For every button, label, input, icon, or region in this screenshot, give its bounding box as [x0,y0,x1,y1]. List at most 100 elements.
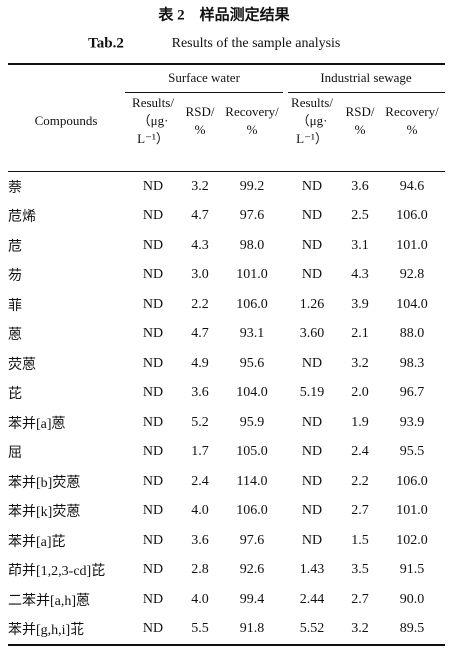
cell: 1.26 [299,296,325,312]
cell: 91.8 [239,621,265,637]
cell: 90.0 [399,591,425,607]
cell: ND [142,208,164,224]
compound-name: 蒽 [8,328,22,344]
compound-name: 苯并[k]荧蒽 [8,505,81,521]
cell: 1.7 [191,444,209,460]
cell: 3.6 [351,179,369,194]
table-subtitle: Results of the sample analysis [171,36,341,51]
column-header: L⁻¹） [137,131,169,146]
cell: 2.1 [351,326,369,342]
cell: ND [142,562,164,578]
cell: ND [142,414,164,430]
cell: 104.0 [236,385,268,401]
cell: 2.7 [351,503,369,519]
cell: 4.3 [351,267,369,283]
cell: ND [142,621,164,637]
cell: 101.0 [396,503,428,519]
compound-name: 苯并[a]蒽 [8,416,66,432]
cell: ND [142,385,164,401]
cell: 2.2 [191,296,209,312]
cell: 93.9 [399,414,425,430]
group-rule [125,92,283,93]
cell: 95.6 [239,355,265,371]
cell: 3.0 [191,267,209,283]
cell: 91.5 [399,562,425,578]
cell: ND [301,355,323,371]
cell: 3.5 [351,562,369,578]
header-rule [8,171,445,172]
cell: 4.3 [191,237,209,253]
table-title: 表 2 样品测定结果 [158,7,290,24]
cell: ND [301,237,323,253]
cell: 3.60 [299,326,325,342]
cell: 4.9 [191,355,209,371]
top-rule [8,63,445,65]
cell: ND [301,208,323,224]
compound-name: 萘 [8,181,22,196]
cell: 1.9 [351,414,369,430]
cell: ND [142,237,164,253]
column-header: % [354,122,366,137]
cell: 105.0 [236,444,268,460]
cell: ND [142,355,164,371]
cell: 93.1 [239,326,265,342]
cell: 5.2 [191,414,209,430]
cell: 5.19 [299,385,325,401]
cell: 3.2 [191,179,209,194]
cell: 2.7 [351,591,369,607]
cell: 99.2 [239,179,265,194]
cell: 3.6 [191,532,209,548]
cell: 104.0 [396,296,428,312]
cell: ND [301,532,323,548]
cell: 98.0 [239,237,265,253]
cell: 5.5 [191,621,209,637]
group-header: Industrial sewage [320,70,412,85]
compound-name: 苊烯 [8,210,36,226]
column-header: L⁻¹） [296,131,328,146]
cell: 5.52 [299,621,325,637]
compound-name: 芘 [8,387,22,403]
cell: ND [142,591,164,607]
compound-name: 苯并[a]芘 [8,534,66,550]
cell: 101.0 [236,267,268,283]
cell: ND [142,179,164,194]
cell: 106.0 [236,296,268,312]
cell: 4.0 [191,591,209,607]
cell: 114.0 [236,473,268,489]
compound-name: 菲 [8,298,22,314]
column-header: （μg· [137,113,169,128]
cell: 97.6 [239,208,265,224]
cell: 2.2 [351,473,369,489]
column-header: （μg· [296,113,328,128]
compound-name: 芴 [8,269,22,285]
table-label: Tab.2 [88,35,124,52]
cell: ND [142,267,164,283]
column-header: Recovery/ [385,104,439,119]
cell: 98.3 [399,355,425,371]
column-header: % [246,122,258,137]
cell: 2.44 [299,591,325,607]
cell: ND [142,532,164,548]
cell: 1.5 [351,532,369,548]
cell: 4.7 [191,326,209,342]
cell: 89.5 [399,621,425,637]
cell: ND [301,503,323,519]
group-rule [288,92,445,93]
cell: 2.0 [351,385,369,401]
cell: 97.6 [239,532,265,548]
cell: ND [142,503,164,519]
compound-name: 荧蒽 [8,357,36,373]
cell: ND [301,267,323,283]
cell: 3.2 [351,621,369,637]
compound-name: 二苯并[a,h]蒽 [8,593,91,609]
row-header: Compounds [34,113,98,128]
cell: 106.0 [396,473,428,489]
compound-name: 茚并[1,2,3-cd]芘 [8,564,106,580]
cell: 1.43 [299,562,325,578]
cell: ND [301,444,323,460]
cell: 4.0 [191,503,209,519]
cell: 3.9 [351,296,369,312]
column-header: % [194,122,206,137]
group-header: Surface water [168,70,240,85]
